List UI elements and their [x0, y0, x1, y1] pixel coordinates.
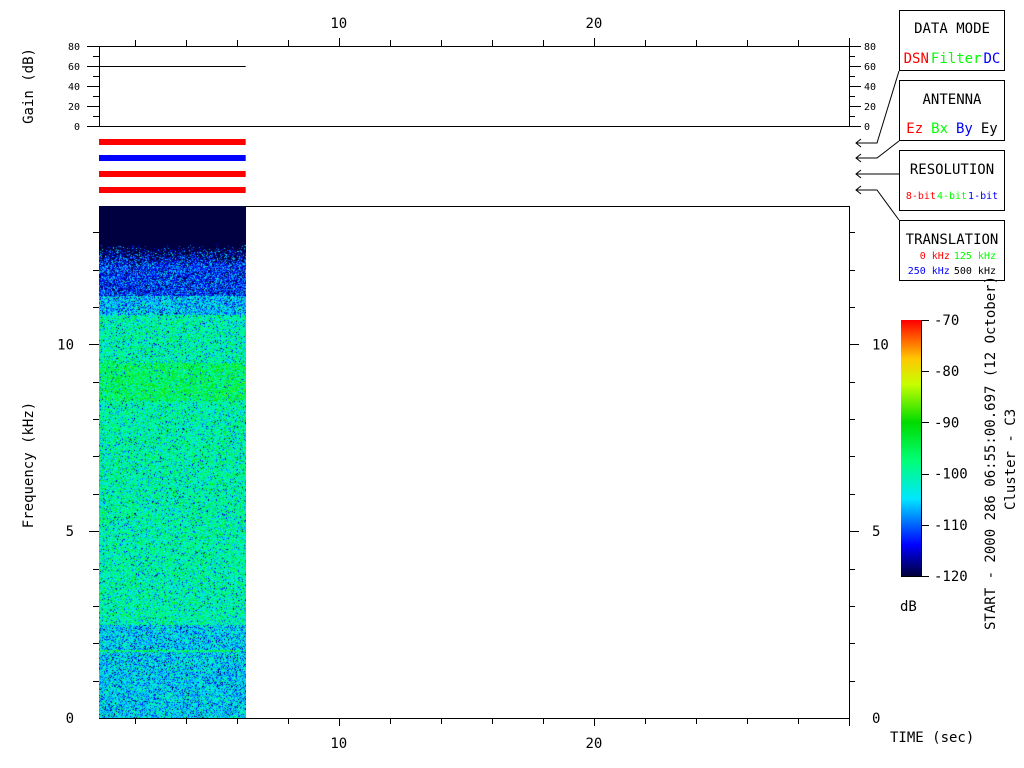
status-bar [99, 139, 246, 145]
frequency-tick-label-left: 0 [66, 711, 74, 727]
svg-text:ANTENNA: ANTENNA [922, 92, 982, 108]
legend-resolution: RESOLUTION 8-bit4-bit1-bit [899, 150, 1005, 211]
legend-connector-arrows [855, 70, 900, 221]
frequency-tick-label-left: 10 [57, 337, 74, 353]
legend-title: DATA MODE [914, 21, 990, 37]
legend-antenna: ANTENNA Ez Bx By Ey [899, 80, 1005, 141]
status-bar [99, 155, 246, 161]
legend-translation: TRANSLATION 0 kHz 125 kHz 250 kHz 500 kHz [899, 220, 1005, 281]
frequency-tick-label-right: 10 [872, 337, 889, 353]
gain-tick-label-left: 20 [68, 102, 80, 113]
colorbar-gradient [901, 320, 921, 576]
status-bars [99, 139, 246, 193]
gain-tick-label-right: 20 [864, 102, 876, 113]
time-tick-label-bottom: 20 [585, 736, 602, 752]
gain-tick-label-right: 40 [864, 82, 876, 93]
colorbar-tick-labels: -70 -80 -90 -100 -110 -120 [921, 313, 968, 585]
spectrogram-image [99, 206, 246, 718]
legend-data-mode: DATA MODE DSN Filter DC [899, 10, 1005, 71]
colorbar-tick-label: -80 [934, 364, 959, 380]
gain-tick-label-right: 80 [864, 42, 876, 53]
time-tick-label-bottom: 10 [330, 736, 347, 752]
gain-tick-label-left: 80 [68, 42, 80, 53]
time-axis-label: TIME (sec) [890, 730, 974, 746]
frequency-tick-label-right: 0 [872, 711, 880, 727]
gain-tick-label-left: 60 [68, 62, 80, 73]
frequency-tick-label-left: 5 [66, 524, 74, 540]
gain-tick-labels: 0 0 20 20 40 40 60 60 80 80 [68, 42, 876, 133]
status-bar [99, 171, 246, 177]
colorbar-tick-label: -120 [934, 569, 968, 585]
gain-axis-label: Gain (dB) [21, 48, 37, 124]
svg-text:8-bit4-bit1-bit: 8-bit4-bit1-bit [906, 191, 998, 202]
frequency-tick-labels: 0 0 5 5 10 10 [57, 337, 889, 727]
frequency-tick-label-right: 5 [872, 524, 880, 540]
time-tick-label-top: 20 [585, 16, 602, 32]
colorbar-tick-label: -110 [934, 518, 968, 534]
gain-panel-frame [99, 46, 850, 127]
time-tick-label-top: 10 [330, 16, 347, 32]
svg-text:RESOLUTION: RESOLUTION [910, 162, 994, 178]
gain-tick-label-right: 60 [864, 62, 876, 73]
colorbar-tick-label: -100 [934, 467, 968, 483]
colorbar-tick-label: -90 [934, 415, 959, 431]
gain-tick-label-right: 0 [864, 122, 870, 133]
gain-tick-label-left: 0 [74, 122, 80, 133]
time-tick-labels: 10 10 20 20 [330, 16, 602, 752]
spacecraft-label: Cluster - C3 [1003, 409, 1019, 510]
gain-tick-label-left: 40 [68, 82, 80, 93]
colorbar-tick-label: -70 [934, 313, 959, 329]
status-bar [99, 187, 246, 193]
frequency-axis-label: Frequency (kHz) [21, 402, 37, 528]
svg-text:TRANSLATION: TRANSLATION [906, 232, 999, 248]
colorbar-unit: dB [900, 599, 917, 615]
start-time-label: START - 2000 286 06:55:00.697 (12 Octobe… [983, 276, 999, 630]
